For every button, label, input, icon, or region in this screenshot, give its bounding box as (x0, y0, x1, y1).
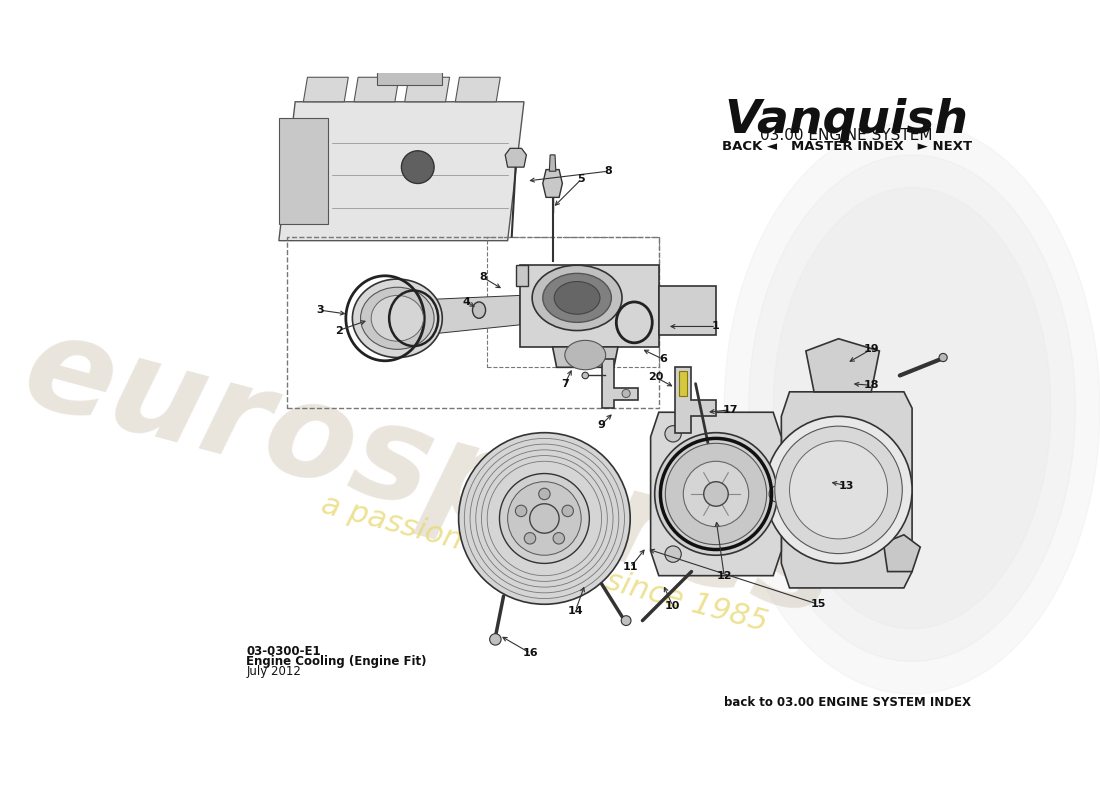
Polygon shape (650, 412, 781, 576)
Polygon shape (505, 148, 527, 167)
Text: 13: 13 (839, 481, 855, 490)
Ellipse shape (352, 279, 442, 358)
Polygon shape (806, 338, 879, 392)
Circle shape (507, 482, 581, 555)
Text: Vanquish: Vanquish (725, 98, 969, 142)
Circle shape (402, 150, 434, 183)
Polygon shape (675, 367, 716, 433)
Ellipse shape (554, 282, 600, 314)
Ellipse shape (564, 340, 606, 370)
Ellipse shape (473, 302, 485, 318)
Text: 1: 1 (712, 322, 719, 331)
Circle shape (774, 426, 902, 554)
Circle shape (666, 443, 767, 545)
Polygon shape (549, 155, 556, 171)
Circle shape (621, 616, 631, 626)
Text: 17: 17 (723, 405, 738, 415)
Polygon shape (781, 392, 912, 588)
Circle shape (621, 390, 630, 398)
Circle shape (664, 546, 681, 562)
Polygon shape (405, 78, 450, 102)
Text: 03.00 ENGINE SYSTEM: 03.00 ENGINE SYSTEM (760, 128, 933, 143)
Text: July 2012: July 2012 (246, 665, 301, 678)
Text: 12: 12 (716, 570, 732, 581)
Text: 14: 14 (568, 606, 583, 616)
Circle shape (525, 533, 536, 544)
Polygon shape (516, 265, 528, 286)
Circle shape (654, 433, 778, 555)
Polygon shape (602, 359, 638, 408)
Text: eurospares: eurospares (10, 304, 849, 643)
Circle shape (683, 462, 749, 526)
Circle shape (582, 372, 588, 378)
Circle shape (562, 505, 573, 517)
Text: a passion for parts since 1985: a passion for parts since 1985 (318, 490, 771, 637)
Circle shape (530, 504, 559, 533)
Text: 10: 10 (666, 601, 681, 611)
Polygon shape (455, 78, 500, 102)
Ellipse shape (371, 295, 424, 341)
Polygon shape (679, 371, 688, 396)
Polygon shape (354, 78, 399, 102)
Polygon shape (409, 295, 520, 336)
Text: 19: 19 (864, 344, 879, 354)
Ellipse shape (542, 274, 612, 322)
Text: 6: 6 (659, 354, 667, 364)
Text: 2: 2 (334, 326, 342, 335)
Text: 20: 20 (648, 372, 663, 382)
Circle shape (764, 416, 912, 563)
Circle shape (553, 533, 564, 544)
Polygon shape (304, 78, 349, 102)
Text: 18: 18 (864, 380, 879, 390)
Polygon shape (773, 187, 1050, 629)
Text: Engine Cooling (Engine Fit): Engine Cooling (Engine Fit) (246, 655, 427, 668)
Polygon shape (377, 53, 442, 86)
Circle shape (939, 354, 947, 362)
Polygon shape (552, 347, 618, 367)
Polygon shape (279, 102, 524, 241)
Ellipse shape (361, 287, 434, 350)
Polygon shape (659, 286, 716, 334)
Text: 7: 7 (561, 378, 569, 389)
Text: 03-0300-E1: 03-0300-E1 (246, 645, 321, 658)
Text: 11: 11 (623, 562, 638, 573)
Text: 15: 15 (811, 599, 826, 610)
Circle shape (790, 441, 888, 539)
Text: 4: 4 (463, 297, 471, 307)
Text: 9: 9 (597, 419, 605, 430)
Text: 16: 16 (522, 648, 538, 658)
Text: 8: 8 (480, 273, 487, 282)
Circle shape (664, 426, 681, 442)
Text: BACK ◄   MASTER INDEX   ► NEXT: BACK ◄ MASTER INDEX ► NEXT (722, 140, 971, 153)
Circle shape (539, 488, 550, 500)
Circle shape (499, 474, 590, 563)
Text: 8: 8 (604, 166, 612, 176)
Text: back to 03.00 ENGINE SYSTEM INDEX: back to 03.00 ENGINE SYSTEM INDEX (724, 696, 971, 709)
Text: 5: 5 (578, 174, 585, 184)
Polygon shape (749, 155, 1076, 662)
Circle shape (490, 634, 502, 645)
Text: 3: 3 (316, 305, 323, 315)
Circle shape (459, 433, 630, 604)
Circle shape (769, 486, 785, 502)
Circle shape (704, 482, 728, 506)
Circle shape (516, 505, 527, 517)
Polygon shape (520, 265, 659, 347)
Polygon shape (542, 170, 562, 198)
Polygon shape (883, 535, 921, 571)
Ellipse shape (532, 265, 621, 330)
Polygon shape (279, 118, 328, 224)
Polygon shape (724, 122, 1100, 694)
